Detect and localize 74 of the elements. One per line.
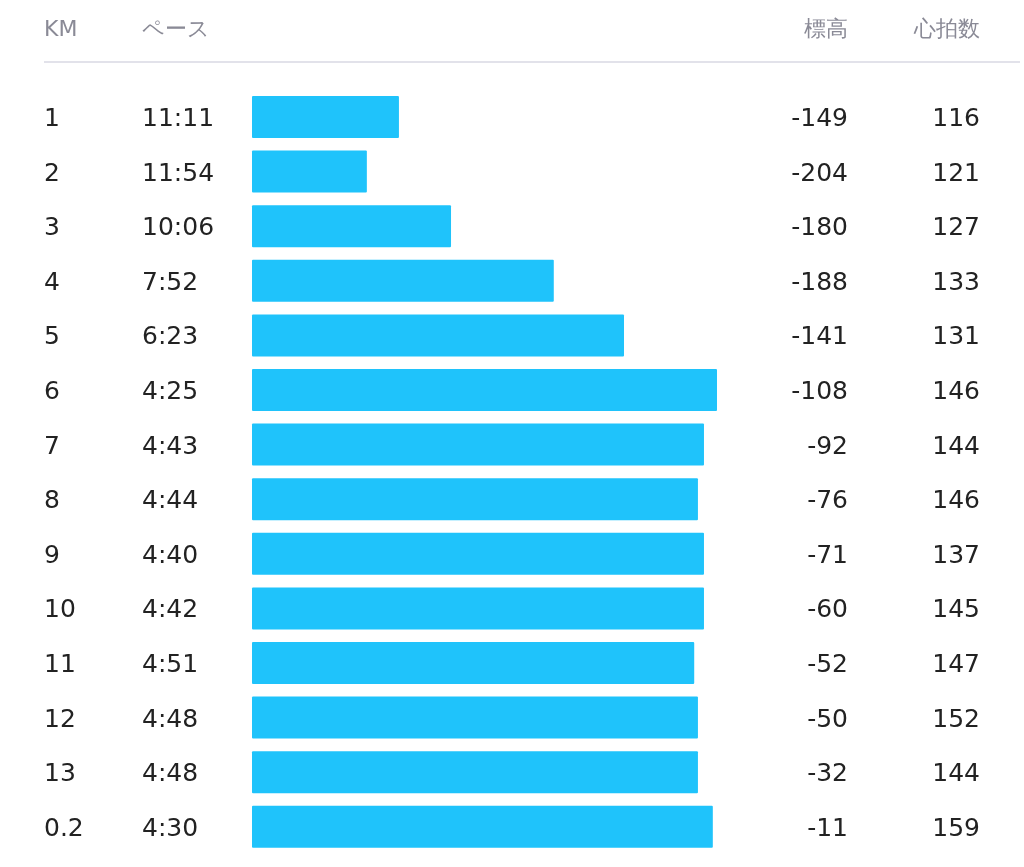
- text: -32: [807, 758, 848, 788]
- y-axis-title: KM: [44, 16, 78, 41]
- text: -149: [791, 103, 848, 132]
- text: 4:51: [142, 649, 199, 678]
- text: 144: [932, 758, 980, 788]
- text: 4:42: [142, 594, 199, 624]
- text: -92: [807, 430, 848, 460]
- text: 121: [932, 157, 980, 187]
- category-label: 標高: [804, 16, 848, 41]
- text: 4:30: [142, 812, 199, 842]
- bar: [252, 532, 704, 575]
- bar: [252, 642, 695, 684]
- text: 152: [932, 703, 980, 733]
- bar: [252, 751, 698, 794]
- text: 11:11: [142, 103, 215, 132]
- y-tick-label: 2: [44, 157, 60, 187]
- text: 11:54: [142, 157, 215, 187]
- text: 4:48: [142, 758, 199, 788]
- bar: [252, 805, 713, 848]
- text: 159: [932, 812, 980, 842]
- bar: [252, 259, 554, 302]
- y-tick-label: 0.2: [44, 812, 84, 842]
- text: -52: [807, 649, 848, 678]
- text: 147: [932, 649, 980, 678]
- bar: [252, 96, 399, 138]
- text: 7:52: [142, 266, 199, 296]
- text: 4:48: [142, 703, 199, 733]
- text: 146: [932, 485, 980, 515]
- y-tick-label: 3: [44, 212, 60, 242]
- text: 145: [932, 594, 980, 624]
- bar: [252, 696, 698, 739]
- text: 146: [932, 376, 980, 405]
- text: -108: [791, 376, 848, 405]
- bar: [252, 423, 704, 466]
- text: 137: [932, 539, 980, 569]
- y-tick-label: 9: [44, 539, 60, 569]
- y-tick-label: 10: [44, 594, 76, 624]
- text: -141: [791, 321, 848, 351]
- bar: [252, 205, 452, 248]
- text: -50: [807, 703, 848, 733]
- y-tick-label: 8: [44, 485, 60, 515]
- text: 144: [932, 430, 980, 460]
- bar: [252, 478, 698, 521]
- text: 4:43: [142, 430, 199, 460]
- bar: [252, 369, 717, 411]
- text: 4:40: [142, 539, 199, 569]
- y-tick-label: 4: [44, 266, 60, 296]
- bar: [252, 587, 704, 630]
- y-tick-label: 12: [44, 703, 76, 733]
- text: -60: [807, 594, 848, 624]
- text: 127: [932, 212, 980, 242]
- text: 6:23: [142, 321, 199, 351]
- text: -188: [791, 266, 848, 296]
- text: 10:06: [142, 212, 215, 242]
- text: -71: [807, 539, 848, 569]
- category-label: ペース: [142, 16, 210, 41]
- y-tick-label: 1: [44, 103, 60, 132]
- text: -204: [791, 157, 848, 187]
- y-tick-label: 6: [44, 376, 60, 405]
- y-tick-label: 7: [44, 430, 60, 460]
- text: 4:25: [142, 376, 199, 405]
- text: -76: [807, 485, 848, 515]
- category-label: 心拍数: [913, 16, 980, 41]
- bar: [252, 150, 367, 193]
- y-tick-label: 5: [44, 321, 60, 351]
- bar: [252, 314, 624, 357]
- text: 4:44: [142, 485, 199, 515]
- text: 116: [932, 103, 980, 132]
- y-tick-label: 11: [44, 649, 76, 678]
- text: 131: [932, 321, 980, 351]
- text: -180: [791, 212, 848, 242]
- text: 133: [932, 266, 980, 296]
- text: -11: [807, 812, 848, 842]
- y-tick-label: 13: [44, 758, 76, 788]
